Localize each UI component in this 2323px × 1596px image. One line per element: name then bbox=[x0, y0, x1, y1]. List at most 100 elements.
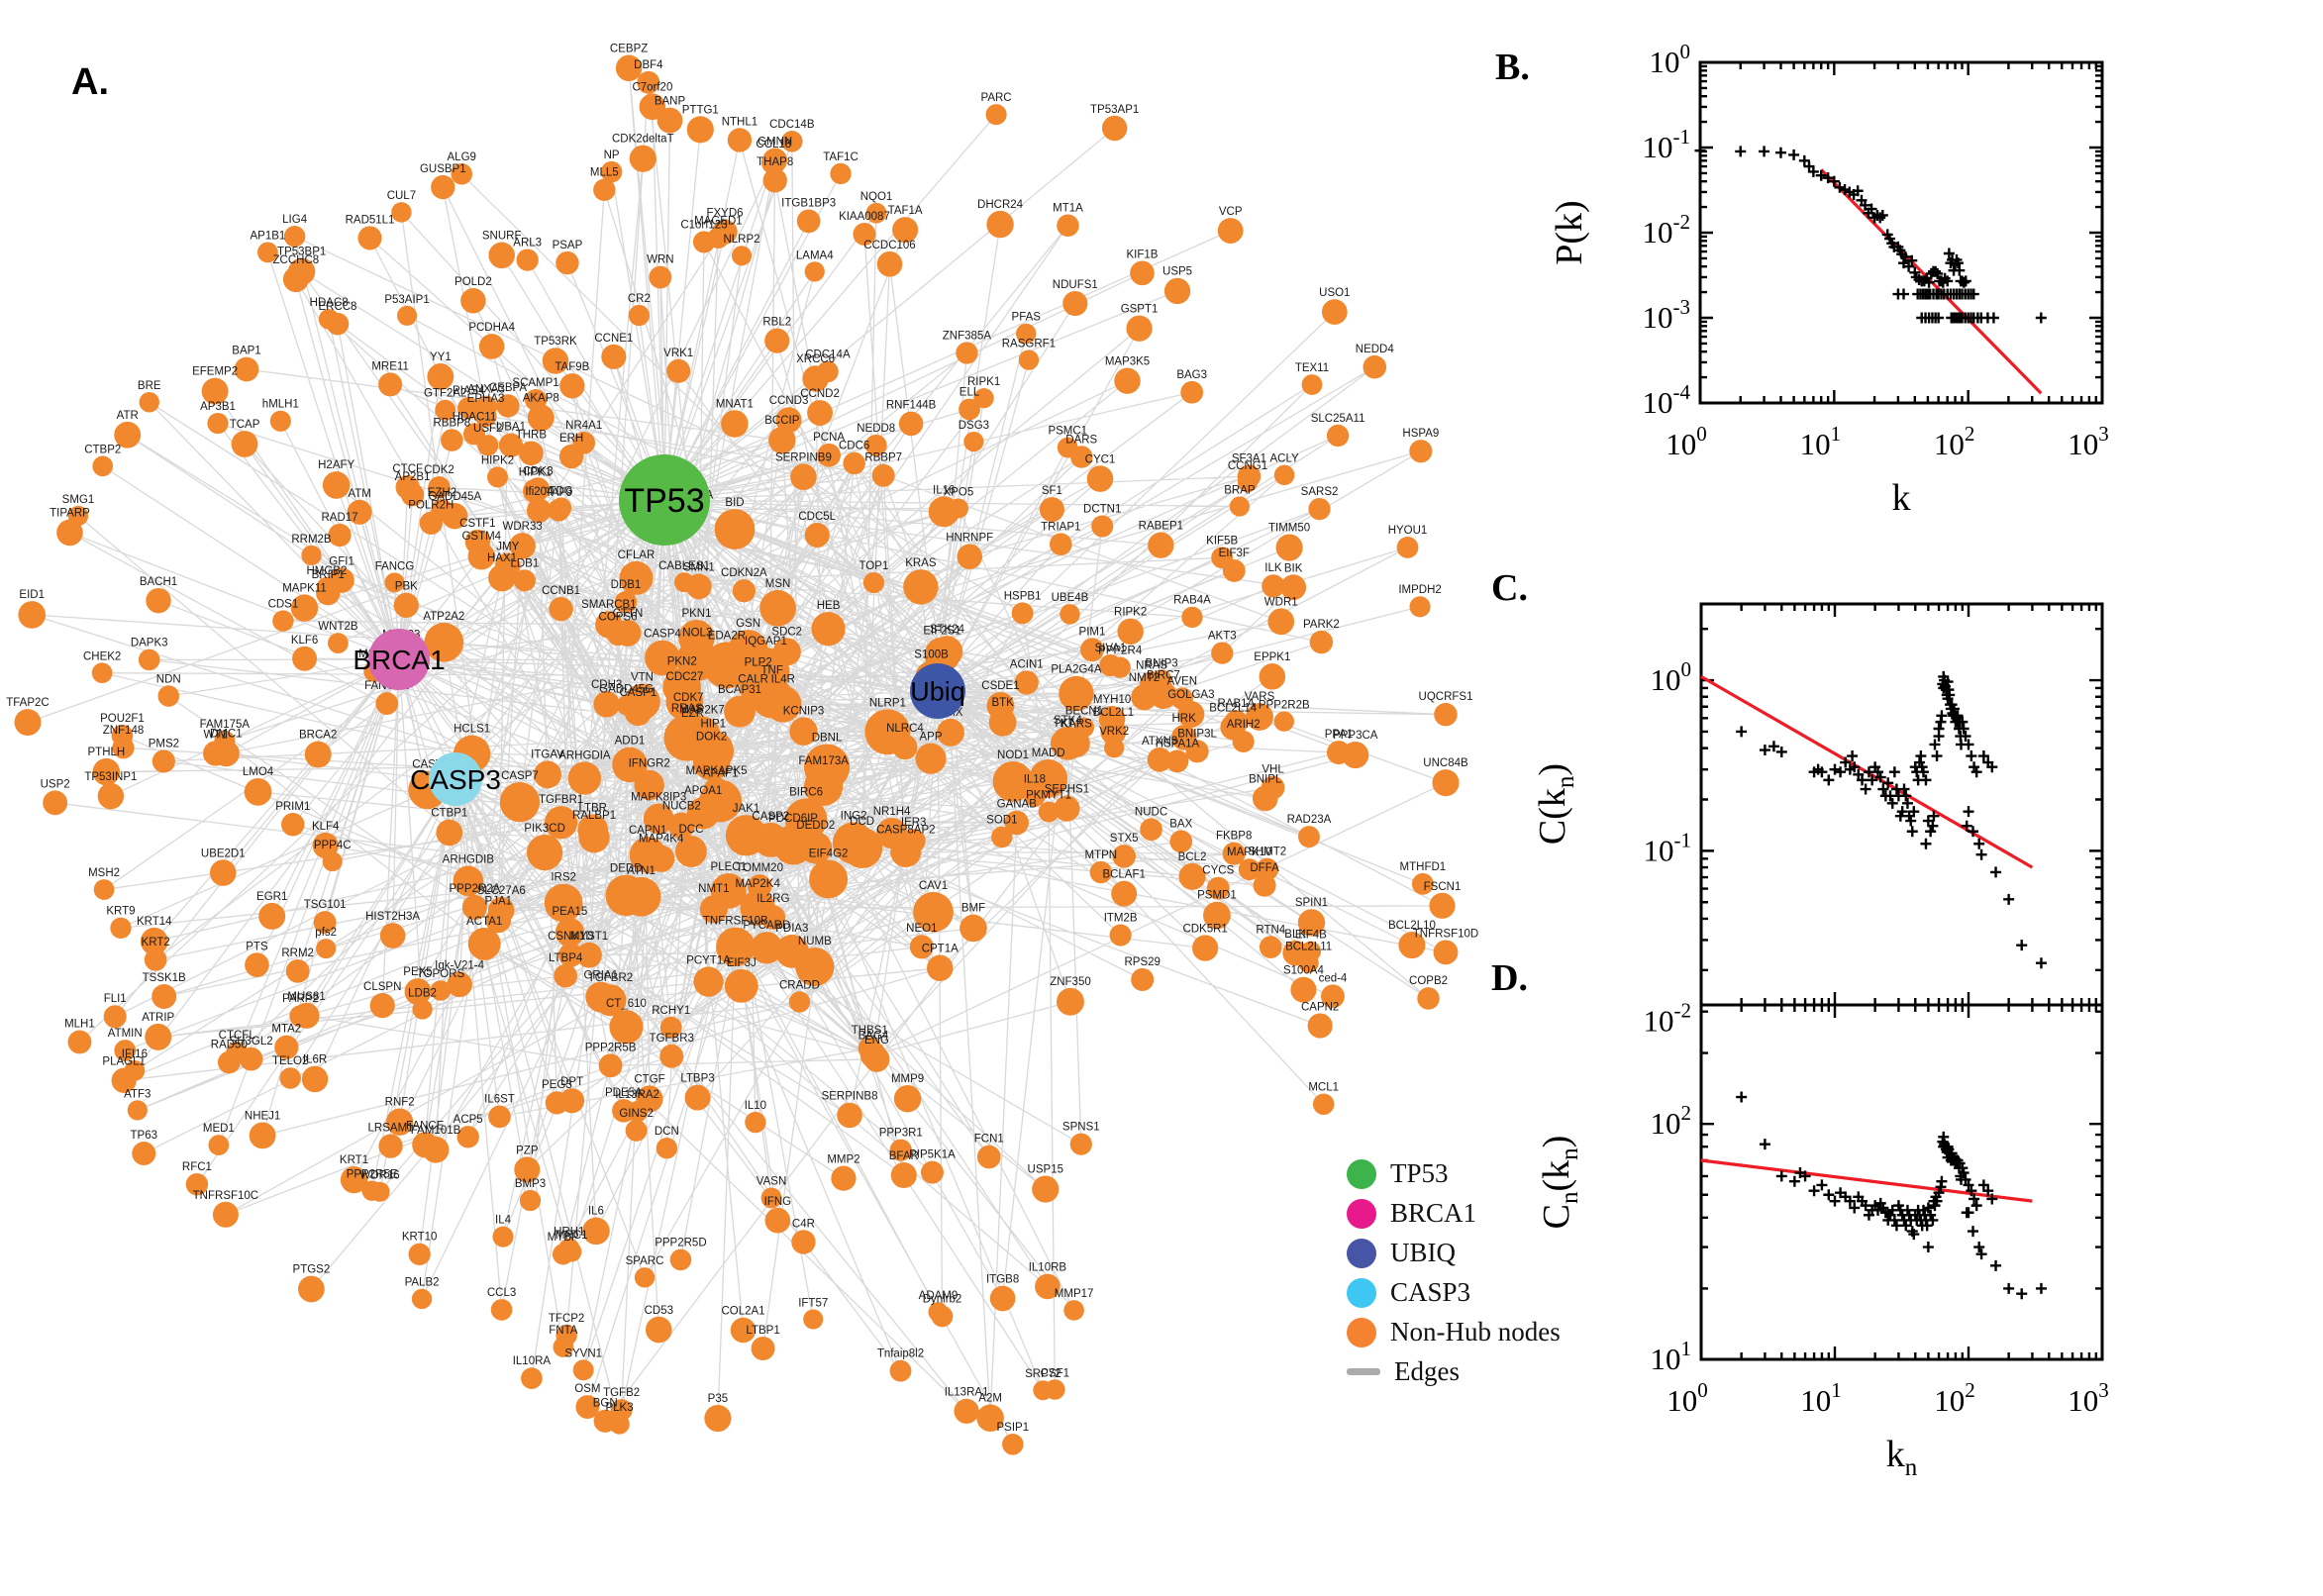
network-node-label: IL4R bbox=[771, 673, 795, 685]
network-node-label: CR2 bbox=[628, 293, 651, 305]
network-node-label: KRT2 bbox=[142, 937, 170, 948]
network-node bbox=[928, 1302, 949, 1323]
network-node-label: NR1H4 bbox=[873, 806, 911, 818]
network-node bbox=[424, 622, 464, 662]
network-node-label: EZR bbox=[681, 708, 704, 720]
network-node-label: HSPA9 bbox=[1402, 428, 1439, 440]
network-node bbox=[513, 569, 536, 592]
network-node bbox=[231, 431, 258, 457]
network-node bbox=[790, 463, 817, 491]
network-node bbox=[431, 174, 455, 200]
network-node bbox=[474, 395, 498, 418]
network-node bbox=[772, 638, 801, 666]
network-node-label: PEA15 bbox=[553, 906, 588, 918]
network-node bbox=[686, 797, 720, 830]
network-node-label: IL6 bbox=[588, 1206, 604, 1218]
network-node-label: MLL5 bbox=[590, 167, 619, 179]
network-node-label: PTTG1 bbox=[682, 104, 719, 116]
network-node-label: TP53AP1 bbox=[1090, 104, 1139, 116]
network-node-label: WDR33 bbox=[502, 521, 542, 533]
network-node bbox=[659, 1016, 682, 1039]
network-node-label: NHEJ1 bbox=[245, 1110, 280, 1122]
network-node-label: PSIP1 bbox=[997, 1422, 1030, 1434]
network-node-label: BFAR bbox=[889, 1150, 919, 1162]
network-node-label: RRM2B bbox=[291, 534, 332, 546]
network-node-label: PCNA bbox=[813, 432, 845, 444]
network-node bbox=[114, 1040, 137, 1061]
network-node-label: KRT1 bbox=[340, 1154, 368, 1166]
network-node-label: ITGB8 bbox=[986, 1274, 1019, 1286]
network-node-label: PDIA3 bbox=[775, 923, 808, 935]
tick-label: 10-1 bbox=[1644, 828, 1692, 867]
network-node-label: POU2F1 bbox=[100, 713, 145, 725]
network-node bbox=[361, 1180, 382, 1201]
network-node bbox=[551, 497, 572, 519]
network-node-label: MAGED1 bbox=[694, 215, 743, 227]
network-node-label: VRK1 bbox=[663, 348, 693, 359]
legend-color-dot bbox=[1347, 1277, 1376, 1308]
network-node-label: FAM101B bbox=[411, 1125, 461, 1137]
network-node-label: S100A4 bbox=[1283, 965, 1325, 977]
network-node bbox=[764, 328, 790, 353]
network-node-label: CCND2 bbox=[800, 388, 840, 400]
network-node bbox=[796, 209, 821, 234]
network-node bbox=[1398, 932, 1426, 959]
network-node bbox=[1229, 496, 1250, 517]
network-node bbox=[103, 1005, 127, 1029]
network-node-label: CEBPZ bbox=[610, 44, 648, 55]
network-node-label: PPA1 bbox=[1325, 729, 1354, 741]
network-node bbox=[973, 388, 994, 409]
network-node-label: ADAM9 bbox=[919, 1290, 959, 1302]
network-node bbox=[600, 160, 623, 183]
network-node bbox=[915, 743, 947, 774]
network-node-label: SRP72 bbox=[1025, 1368, 1060, 1380]
network-node bbox=[892, 734, 918, 760]
network-node bbox=[593, 1409, 617, 1433]
network-node bbox=[521, 1367, 543, 1389]
network-node-label: HDAC8 bbox=[310, 297, 349, 309]
network-node-label: PARP2 bbox=[282, 993, 319, 1005]
network-node-label: A2M bbox=[978, 1392, 1002, 1404]
network-node bbox=[1060, 604, 1080, 625]
scatter-points bbox=[1694, 145, 2047, 324]
network-node bbox=[692, 231, 716, 253]
network-node bbox=[1290, 976, 1317, 1003]
network-node bbox=[553, 1337, 574, 1357]
network-node-label: MTA2 bbox=[271, 1024, 301, 1036]
network-node bbox=[714, 509, 756, 549]
network-node-label: ATN1 bbox=[627, 865, 656, 877]
network-node bbox=[1267, 608, 1295, 636]
network-node bbox=[146, 587, 171, 614]
network-node-label: RIPK1 bbox=[967, 376, 1000, 388]
network-node-label: HIPK2 bbox=[481, 454, 514, 466]
network-node-label: TOPORS bbox=[417, 968, 465, 980]
network-node bbox=[762, 168, 787, 193]
network-node-label: CPT1A bbox=[922, 944, 959, 955]
network-node bbox=[1309, 630, 1334, 654]
network-node-label: CDC14B bbox=[769, 119, 815, 131]
network-node bbox=[428, 476, 451, 499]
network-node bbox=[274, 1035, 299, 1059]
network-node-label: MMP17 bbox=[1055, 1288, 1094, 1300]
network-node bbox=[1150, 681, 1177, 710]
network-node bbox=[991, 826, 1013, 848]
network-node-label: ITM2B bbox=[1104, 912, 1138, 924]
network-node bbox=[329, 567, 354, 593]
network-node bbox=[519, 441, 544, 466]
network-node-label: COPB2 bbox=[1409, 975, 1448, 987]
network-node-label: PLA2G4A bbox=[1051, 664, 1101, 676]
network-node-label: BAP1 bbox=[232, 346, 260, 357]
network-node-label: FAM173A bbox=[798, 755, 849, 767]
network-node bbox=[704, 1404, 732, 1433]
network-node bbox=[609, 1010, 644, 1045]
network-node-label: MMP9 bbox=[891, 1073, 924, 1085]
network-node bbox=[1057, 214, 1079, 238]
network-node-label: IFI16 bbox=[122, 1048, 148, 1060]
network-node-label: NEO1 bbox=[906, 923, 937, 935]
network-node bbox=[419, 511, 443, 535]
network-node-label: SMARCB1 bbox=[581, 599, 637, 611]
network-node bbox=[615, 54, 643, 81]
network-node-label: MSN bbox=[765, 578, 791, 590]
network-node-label: USF2 bbox=[473, 423, 502, 435]
network-node bbox=[1363, 354, 1387, 379]
